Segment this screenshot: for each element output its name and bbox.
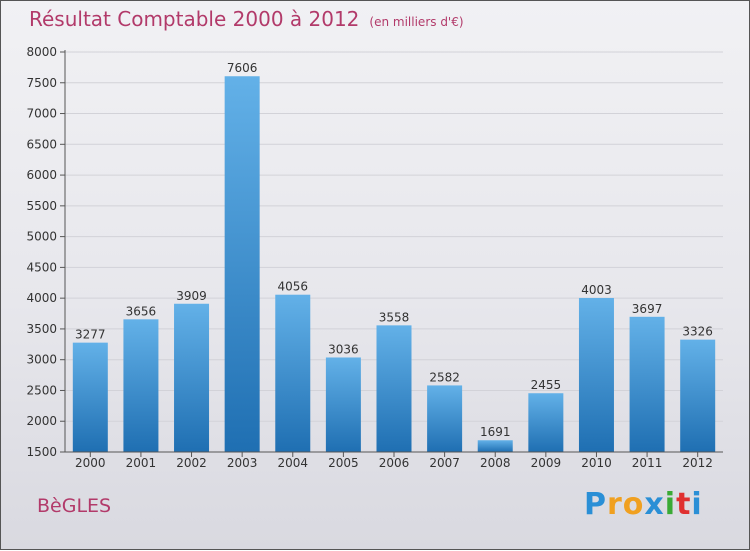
y-tick-label: 7500 — [26, 76, 57, 90]
x-tick-label: 2005 — [328, 456, 359, 470]
bar — [528, 393, 564, 452]
y-tick-label: 7000 — [26, 107, 57, 121]
chart-title: Résultat Comptable 2000 à 2012 (en millie… — [29, 7, 464, 31]
bar-value-label: 3326 — [682, 325, 713, 339]
x-tick-label: 2004 — [277, 456, 308, 470]
bar-value-label: 3697 — [632, 302, 663, 316]
y-tick-label: 4000 — [26, 291, 57, 305]
x-tick-label: 2011 — [632, 456, 663, 470]
bar-value-label: 3656 — [126, 304, 157, 318]
y-tick-label: 6500 — [26, 137, 57, 151]
y-tick-label: 3500 — [26, 322, 57, 336]
y-tick-label: 8000 — [26, 45, 57, 59]
x-tick-label: 2001 — [126, 456, 157, 470]
logo-letter: i — [664, 487, 677, 522]
proxiti-logo: Proxiti — [584, 487, 703, 522]
bar-value-label: 4056 — [277, 280, 308, 294]
bar-value-label: 1691 — [480, 425, 511, 439]
bar-value-label: 3558 — [379, 310, 410, 324]
logo-letter: x — [644, 487, 665, 522]
x-tick-label: 2007 — [429, 456, 460, 470]
y-tick-label: 5000 — [26, 230, 57, 244]
bars: 3277 3656 3909 7606 4056 3036 3558 2582 1691 2455… — [72, 61, 716, 452]
bar-value-label: 3036 — [328, 342, 359, 356]
bar — [72, 342, 108, 452]
x-tick-label: 2000 — [75, 456, 106, 470]
title-text: Résultat Comptable 2000 à 2012 — [29, 7, 360, 31]
x-tick-label: 2012 — [682, 456, 713, 470]
bar — [174, 303, 210, 452]
y-tick-label: 6000 — [26, 168, 57, 182]
bar — [477, 440, 513, 452]
y-tick-label: 4500 — [26, 260, 57, 274]
bar-value-label: 3277 — [75, 328, 106, 342]
x-tick-label: 2003 — [227, 456, 258, 470]
y-tick-label: 3000 — [26, 353, 57, 367]
logo-letter: o — [622, 487, 645, 522]
bar — [629, 316, 665, 452]
bar — [427, 385, 463, 452]
y-tick-label: 2500 — [26, 383, 57, 397]
city-name: BèGLES — [37, 495, 112, 517]
title-unit: (en milliers d'€) — [369, 15, 464, 29]
y-tick-label: 1500 — [26, 445, 57, 459]
bar-value-label: 2455 — [531, 378, 562, 392]
logo-letter: i — [691, 487, 703, 522]
x-tick-label: 2006 — [379, 456, 410, 470]
x-tick-label: 2009 — [531, 456, 562, 470]
x-tick-label: 2008 — [480, 456, 511, 470]
axes: 1500 2000 2500 3000 3500 4000 4500 5000 5500 6000… — [26, 45, 723, 470]
y-tick-label: 5500 — [26, 199, 57, 213]
logo-letter: P — [584, 487, 607, 522]
bar — [376, 325, 412, 452]
logo-letter: t — [676, 487, 692, 522]
bar-value-label: 7606 — [227, 61, 258, 75]
bar — [123, 319, 159, 452]
bar-value-label: 3909 — [176, 289, 207, 303]
bar — [224, 76, 260, 452]
y-tick-label: 2000 — [26, 414, 57, 428]
bar — [325, 357, 361, 452]
bar — [275, 294, 311, 452]
bar-value-label: 2582 — [429, 370, 460, 384]
bar — [680, 339, 716, 452]
bar — [578, 297, 614, 452]
logo-letter: r — [607, 487, 623, 522]
bar-value-label: 4003 — [581, 283, 612, 297]
x-tick-label: 2010 — [581, 456, 612, 470]
x-tick-label: 2002 — [176, 456, 207, 470]
